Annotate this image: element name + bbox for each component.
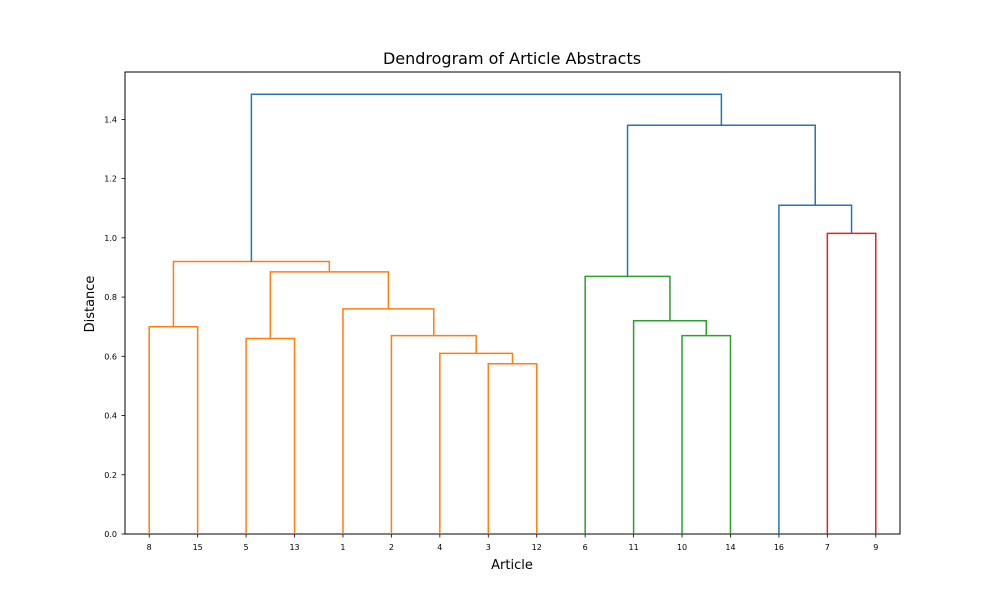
x-tick-label: 11 [629, 543, 639, 552]
dendrogram-link-15 [250, 93, 723, 262]
x-tick-label: 2 [389, 543, 394, 552]
y-axis-label: Distance [83, 276, 98, 333]
x-tick-label: 15 [193, 543, 203, 552]
dendrogram-link-7 [269, 271, 390, 339]
x-tick-label: 13 [289, 543, 299, 552]
x-tick-label: 6 [583, 543, 588, 552]
dendrogram-links [148, 93, 877, 534]
x-tick-label: 7 [825, 543, 830, 552]
plot-area [124, 71, 901, 535]
x-axis-label: Article [491, 558, 533, 573]
y-tick-label: 1.0 [104, 234, 117, 243]
y-tick-label: 1.2 [104, 175, 117, 184]
x-tick-label: 9 [873, 543, 878, 552]
y-tick-label: 0.0 [104, 530, 117, 539]
x-tick-label: 12 [532, 543, 542, 552]
y-tick-label: 1.4 [104, 115, 117, 124]
y-tick-label: 0.8 [104, 293, 117, 302]
x-axis-ticks: 8 15 5 13 1 2 4 3 12 6 11 10 14 16 7 9 [147, 534, 878, 552]
dendrogram-link-5 [390, 334, 477, 534]
y-tick-label: 0.2 [104, 471, 117, 480]
x-tick-label: 1 [340, 543, 345, 552]
x-tick-label: 14 [725, 543, 735, 552]
x-tick-label: 3 [486, 543, 491, 552]
x-tick-label: 4 [437, 543, 442, 552]
dendrogram-link-14 [626, 124, 816, 277]
dendrogram-link-12 [826, 232, 877, 534]
dendrogram-link-9 [681, 334, 732, 534]
y-tick-label: 0.4 [104, 412, 117, 421]
y-axis-ticks: 0.0 0.2 0.4 0.6 0.8 1.0 1.2 1.4 [104, 115, 125, 539]
x-tick-label: 5 [244, 543, 249, 552]
y-tick-label: 0.6 [104, 352, 117, 361]
x-tick-label: 10 [677, 543, 687, 552]
dendrogram-link-3 [487, 362, 538, 534]
chart-title: Dendrogram of Article Abstracts [383, 49, 641, 68]
x-tick-label: 8 [147, 543, 152, 552]
x-tick-label: 16 [774, 543, 784, 552]
